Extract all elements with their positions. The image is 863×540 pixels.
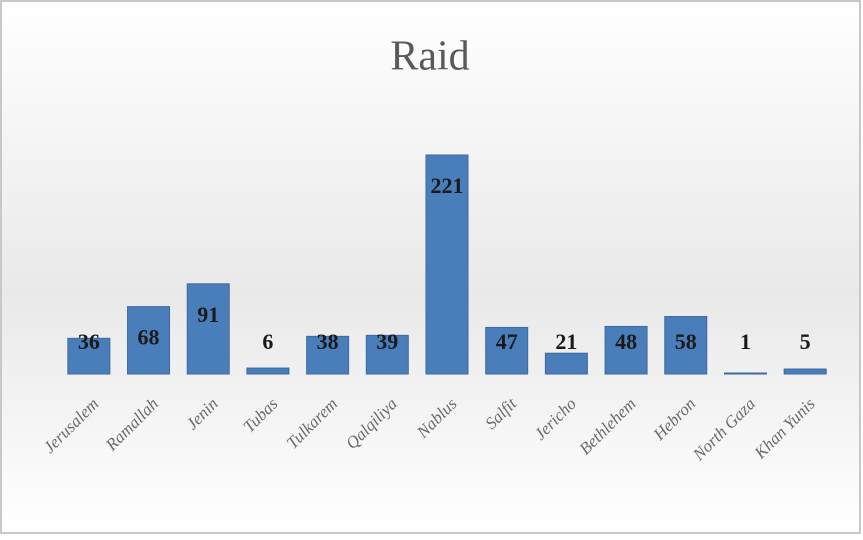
bar (544, 352, 588, 375)
bar (485, 326, 529, 375)
bar (723, 372, 767, 375)
value-label: 1 (740, 329, 751, 354)
value-label: 58 (675, 329, 697, 354)
bar (306, 335, 350, 375)
bar (604, 325, 648, 375)
value-label: 91 (197, 302, 219, 327)
chart-title: Raid (390, 34, 469, 80)
value-label: 21 (555, 329, 577, 354)
bar (425, 154, 469, 375)
bar (67, 337, 111, 375)
value-label: 68 (138, 325, 160, 350)
bar (246, 367, 290, 375)
bar (365, 334, 409, 375)
value-label: 5 (800, 329, 811, 354)
bar (664, 316, 708, 375)
value-label: 221 (431, 173, 464, 198)
bar (127, 306, 171, 375)
value-label: 36 (78, 329, 100, 354)
value-label: 6 (262, 329, 273, 354)
value-label: 48 (615, 329, 637, 354)
bar (186, 283, 230, 375)
value-label: 38 (317, 329, 339, 354)
bar (783, 368, 827, 375)
value-label: 39 (376, 329, 398, 354)
value-label: 47 (496, 329, 518, 354)
